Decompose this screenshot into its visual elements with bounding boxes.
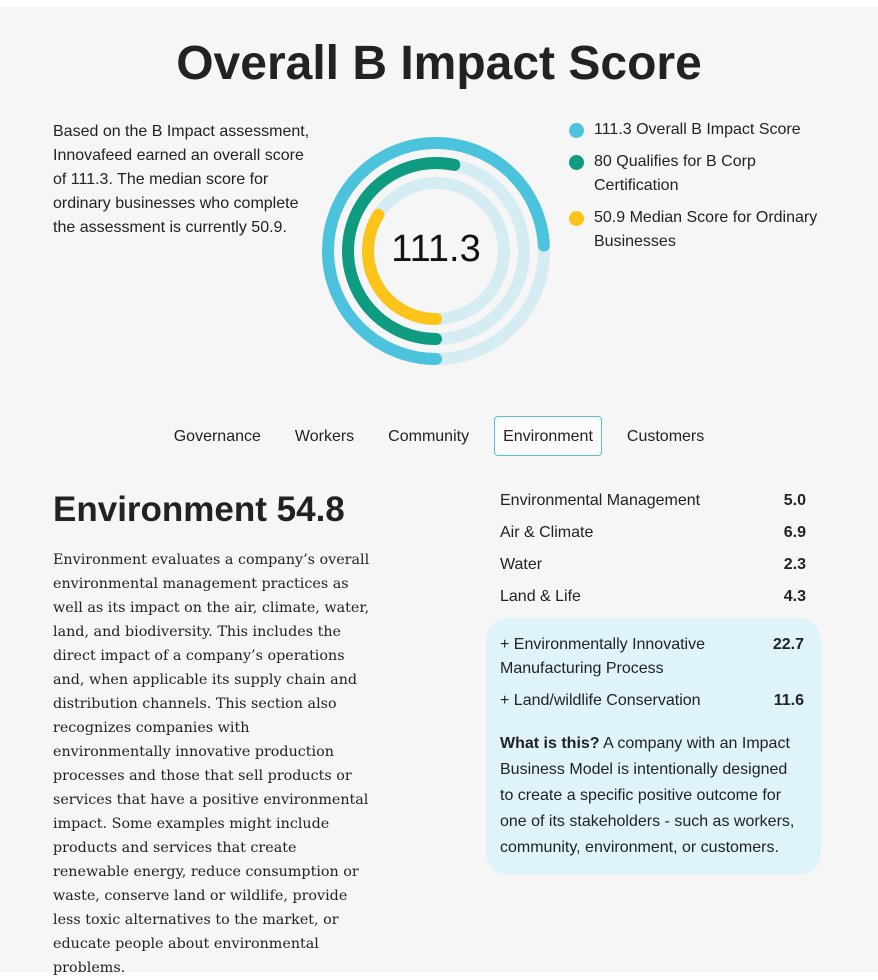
tab-community[interactable]: Community bbox=[379, 416, 478, 456]
ibm-row: + Environmentally Innovative Manufacturi… bbox=[500, 633, 804, 681]
metric-value: 4.3 bbox=[783, 588, 806, 605]
ibm-row: + Land/wildlife Conservation 11.6 bbox=[500, 689, 804, 713]
ibm-explanation-text: A company with an Impact Business Model … bbox=[500, 735, 795, 856]
legend-dot-overall bbox=[569, 123, 584, 138]
legend-dot-qualifies bbox=[569, 155, 584, 170]
ibm-label: + Land/wildlife Conservation bbox=[500, 692, 701, 709]
ibm-explanation-heading: What is this? bbox=[500, 735, 600, 752]
page-title: Overall B Impact Score bbox=[176, 37, 702, 90]
section-description: Environment evaluates a company’s overal… bbox=[53, 552, 370, 976]
tab-governance[interactable]: Governance bbox=[165, 416, 270, 456]
tab-environment[interactable]: Environment bbox=[494, 416, 602, 456]
ibm-value: 22.7 bbox=[772, 636, 804, 653]
section-title: Environment 54.8 bbox=[53, 490, 345, 529]
score-donut-chart bbox=[322, 137, 550, 365]
tab-workers[interactable]: Workers bbox=[286, 416, 363, 456]
metric-value: 5.0 bbox=[783, 492, 806, 509]
donut-arc-overall bbox=[322, 137, 550, 365]
score-legend: 111.3 Overall B Impact Score 80 Qualifie… bbox=[568, 118, 838, 262]
metric-label: Air & Climate bbox=[500, 524, 594, 541]
ibm-value: 11.6 bbox=[773, 692, 804, 709]
metric-list: Environmental Management 5.0 Air & Clima… bbox=[500, 489, 806, 617]
donut-center-score: 111.3 bbox=[391, 228, 481, 270]
metric-row: Land & Life 4.3 bbox=[500, 585, 806, 617]
metric-label: Land & Life bbox=[500, 588, 581, 605]
legend-label-qualifies: 80 Qualifies for B Corp Certification bbox=[594, 153, 756, 194]
ibm-label: + Environmentally Innovative Manufacturi… bbox=[500, 636, 705, 677]
impact-business-model-box: + Environmentally Innovative Manufacturi… bbox=[486, 618, 821, 875]
metric-row: Environmental Management 5.0 bbox=[500, 489, 806, 521]
donut-arc-qualifies bbox=[342, 157, 461, 345]
metric-value: 2.3 bbox=[783, 556, 806, 573]
ibm-explanation: What is this? A company with an Impact B… bbox=[500, 731, 805, 861]
legend-item-qualifies: 80 Qualifies for B Corp Certification bbox=[568, 150, 838, 198]
metric-row: Water 2.3 bbox=[500, 553, 806, 585]
metric-label: Water bbox=[500, 556, 543, 573]
donut-arc-median bbox=[362, 208, 442, 325]
metric-label: Environmental Management bbox=[500, 492, 701, 509]
score-intro-text: Based on the B Impact assessment, Innova… bbox=[53, 123, 310, 236]
legend-item-overall: 111.3 Overall B Impact Score bbox=[568, 118, 838, 142]
legend-item-median: 50.9 Median Score for Ordinary Businesse… bbox=[568, 206, 838, 254]
metric-row: Air & Climate 6.9 bbox=[500, 521, 806, 553]
category-tabs: Governance Workers Community Environment… bbox=[0, 416, 878, 456]
legend-dot-median bbox=[569, 211, 584, 226]
legend-label-overall: 111.3 Overall B Impact Score bbox=[594, 121, 801, 138]
legend-label-median: 50.9 Median Score for Ordinary Businesse… bbox=[594, 209, 818, 250]
tab-customers[interactable]: Customers bbox=[618, 416, 713, 456]
metric-value: 6.9 bbox=[783, 524, 806, 541]
